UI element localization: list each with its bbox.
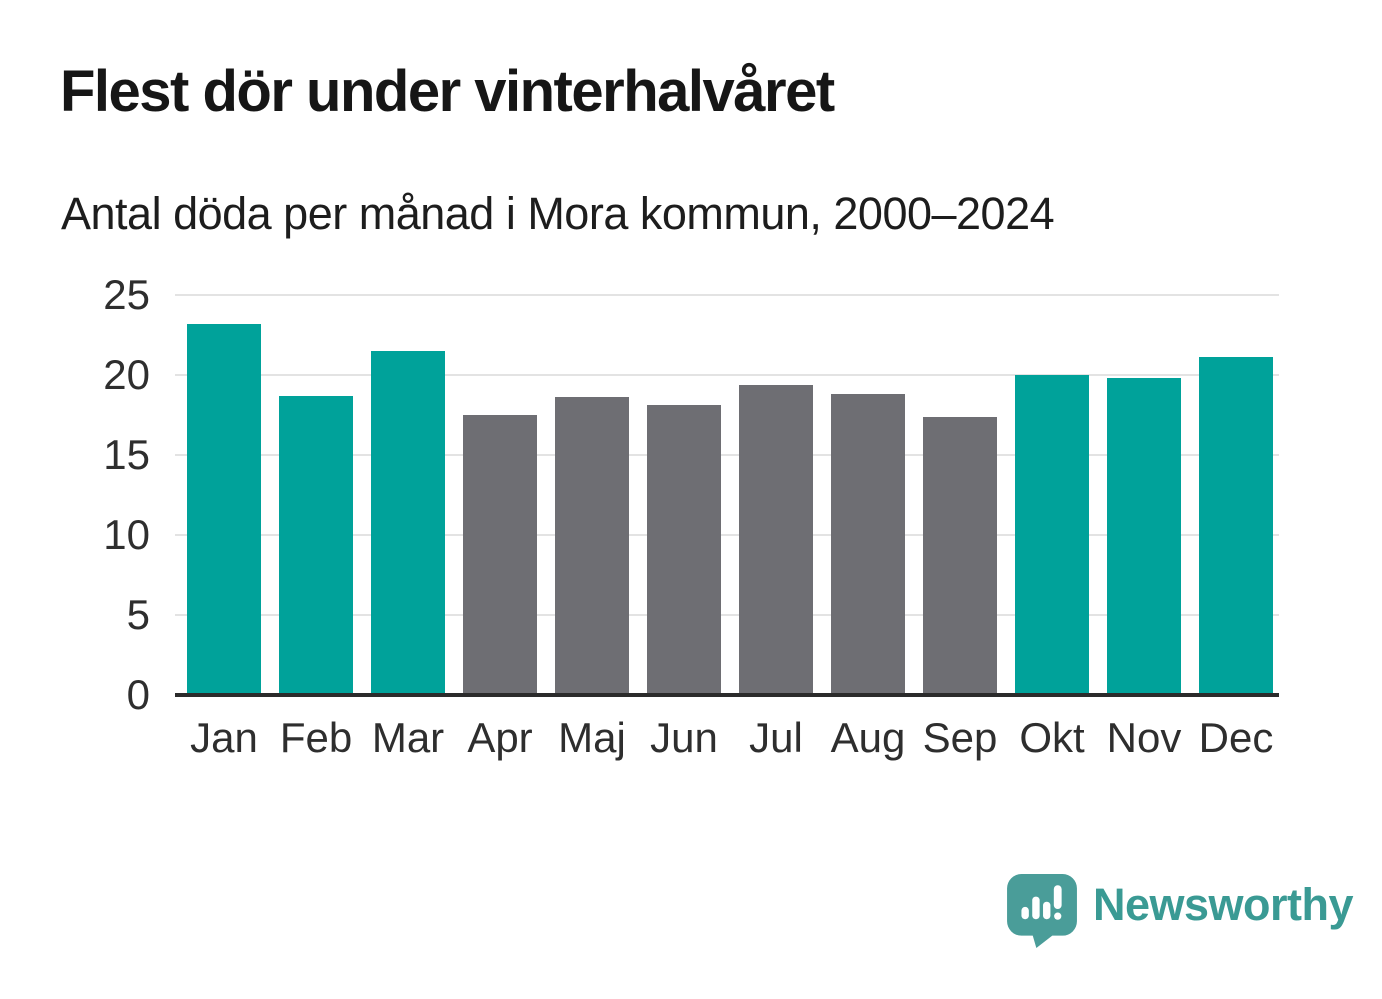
x-axis-line — [175, 693, 1279, 697]
bar-jun — [647, 405, 721, 695]
x-axis-label-mar: Mar — [371, 714, 445, 761]
x-axis-label-aug: Aug — [830, 714, 906, 761]
bar-okt — [1015, 375, 1089, 695]
x-axis-label-dec: Dec — [1198, 714, 1274, 761]
plot-area — [175, 294, 1279, 697]
y-axis-tick-label-0: 0 — [126, 671, 150, 718]
x-axis-label-jan: Jan — [190, 714, 258, 761]
bar-jul — [739, 384, 813, 695]
y-axis-tick-label-15: 15 — [103, 431, 150, 478]
x-axis-label-jul: Jul — [749, 714, 803, 761]
x-axis-label-nov: Nov — [1106, 714, 1182, 761]
gridline-15 — [175, 454, 1279, 456]
x-axis-label-jun: Jun — [650, 714, 718, 761]
bar-nov — [1107, 378, 1181, 695]
y-axis-tick-label-5: 5 — [126, 591, 150, 638]
x-axis-labels: Jan Feb Mar Apr Maj Jun Jul Aug Sep Okt Nov Dec — [175, 714, 1279, 765]
y-axis-tick-label-10: 10 — [103, 511, 150, 558]
bar-dec — [1199, 357, 1273, 695]
chart-title: Flest dör under vinterhalvåret — [60, 59, 835, 124]
bar-aug — [831, 394, 905, 695]
chart-subtitle: Antal döda per månad i Mora kommun, 2000… — [61, 188, 1055, 239]
bar-apr — [463, 415, 537, 695]
gridline-25 — [175, 294, 1279, 296]
x-axis-label-apr: Apr — [467, 714, 533, 761]
x-axis-label-maj: Maj — [558, 714, 626, 761]
newsworthy-logo: Newsworthy — [1007, 874, 1354, 948]
newsworthy-speech-bubble-icon — [1007, 874, 1077, 948]
x-axis-label-sep: Sep — [922, 714, 998, 761]
y-axis: 0 5 10 15 20 25 — [50, 274, 150, 716]
brand-name: Newsworthy — [1093, 878, 1354, 930]
bar-jan — [187, 323, 261, 695]
x-axis-label-okt: Okt — [1019, 714, 1085, 761]
gridline-5 — [175, 614, 1279, 616]
gridline-20 — [175, 374, 1279, 376]
bar-mar — [371, 351, 445, 695]
bar-maj — [555, 397, 629, 695]
x-axis-label-feb: Feb — [279, 714, 353, 761]
y-axis-tick-label-20: 20 — [103, 351, 150, 398]
bar-feb — [279, 395, 353, 695]
y-axis-tick-label-25: 25 — [103, 271, 150, 318]
gridline-10 — [175, 534, 1279, 536]
bar-sep — [923, 416, 997, 695]
